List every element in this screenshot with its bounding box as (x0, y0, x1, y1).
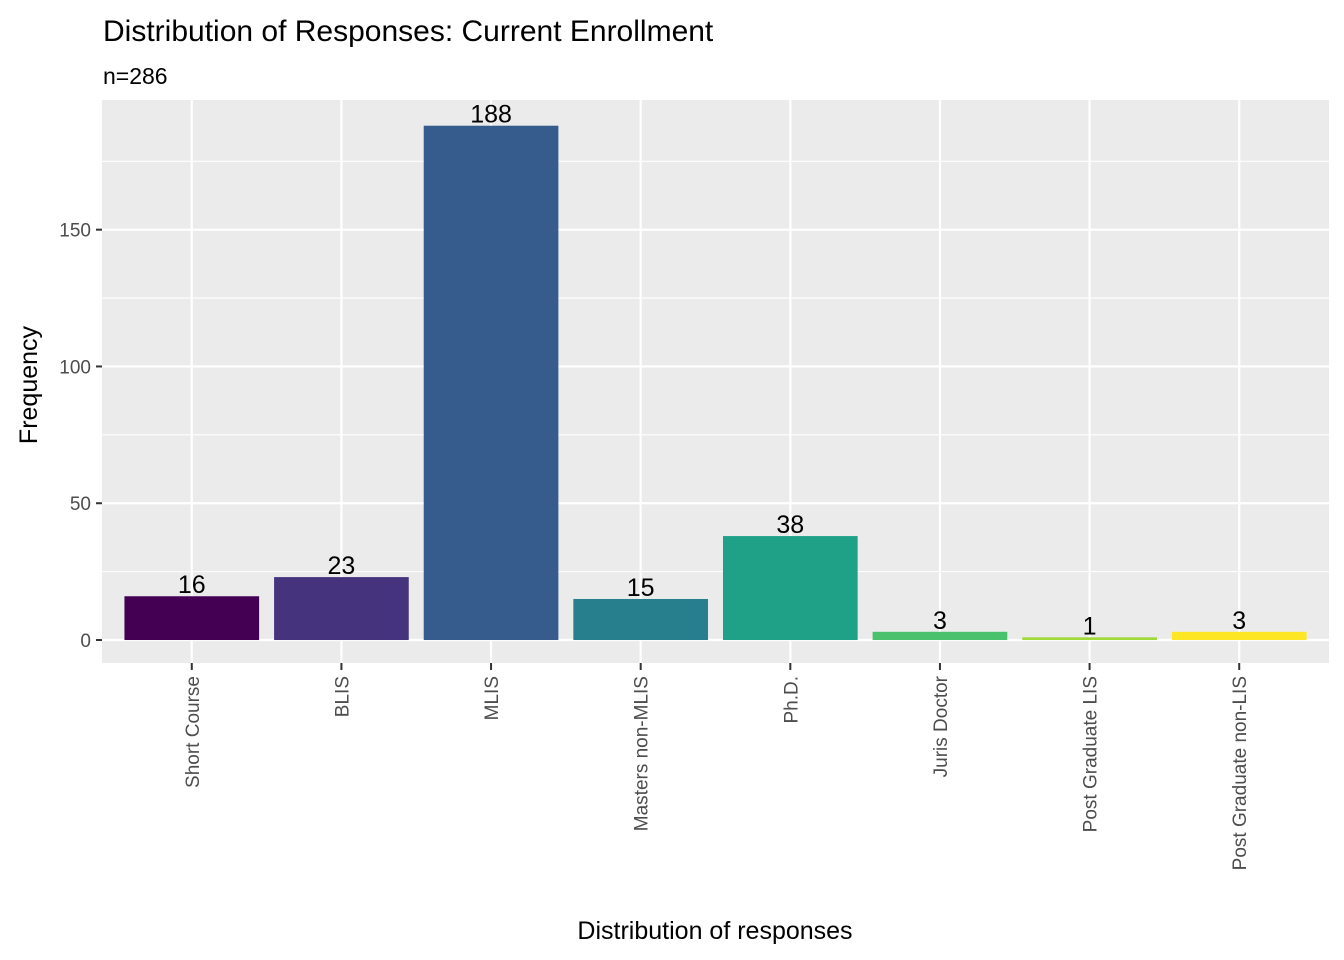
data-labels: 16 23 188 15 38 3 1 3 (178, 101, 1246, 641)
y-tick-label-3: 150 (59, 221, 91, 242)
grid-minor (102, 160, 1329, 573)
data-label-2: 188 (470, 101, 512, 129)
bars (124, 125, 1307, 641)
x-tick-label-4: Ph.D. (781, 676, 802, 724)
x-tick-label-5: Juris Doctor (931, 675, 952, 777)
bar-2 (423, 125, 559, 641)
x-tick-label-3: Masters non-MLIS (632, 676, 653, 831)
bar-4 (722, 536, 858, 641)
bar-6 (1022, 637, 1157, 641)
bar-7 (1171, 631, 1307, 641)
data-label-1: 23 (328, 552, 356, 580)
x-tick-label-0: Short Course (183, 676, 204, 788)
y-tick-label-2: 100 (59, 357, 91, 378)
data-label-4: 38 (776, 511, 804, 539)
x-tick-label-1: BLIS (332, 676, 353, 717)
x-tick-label-6: Post Graduate LIS (1081, 676, 1102, 832)
bar-1 (274, 577, 409, 641)
x-tick-label-7: Post Graduate non-LIS (1230, 676, 1251, 870)
bar-0 (124, 596, 260, 641)
x-tick-label-2: MLIS (482, 676, 503, 720)
x-axis: Short Course BLIS MLIS Masters non-MLIS Ph.D… (183, 663, 1251, 870)
y-tick-label-0: 0 (80, 631, 91, 652)
data-label-0: 16 (178, 571, 206, 599)
chart-title: Distribution of Responses: Current Enrol… (103, 15, 714, 48)
y-tick-label-1: 50 (70, 494, 91, 515)
data-label-6: 1 (1083, 612, 1097, 640)
x-axis-title: Distribution of responses (577, 917, 852, 945)
bar-3 (573, 598, 709, 641)
bar-5 (872, 631, 1008, 641)
data-label-7: 3 (1232, 607, 1246, 635)
chart-subtitle: n=286 (103, 63, 168, 89)
y-axis-title: Frequency (15, 325, 43, 444)
data-label-3: 15 (627, 574, 655, 602)
data-label-5: 3 (933, 607, 947, 635)
plot-panel (102, 100, 1329, 663)
y-axis: 0 50 100 150 (59, 221, 102, 652)
